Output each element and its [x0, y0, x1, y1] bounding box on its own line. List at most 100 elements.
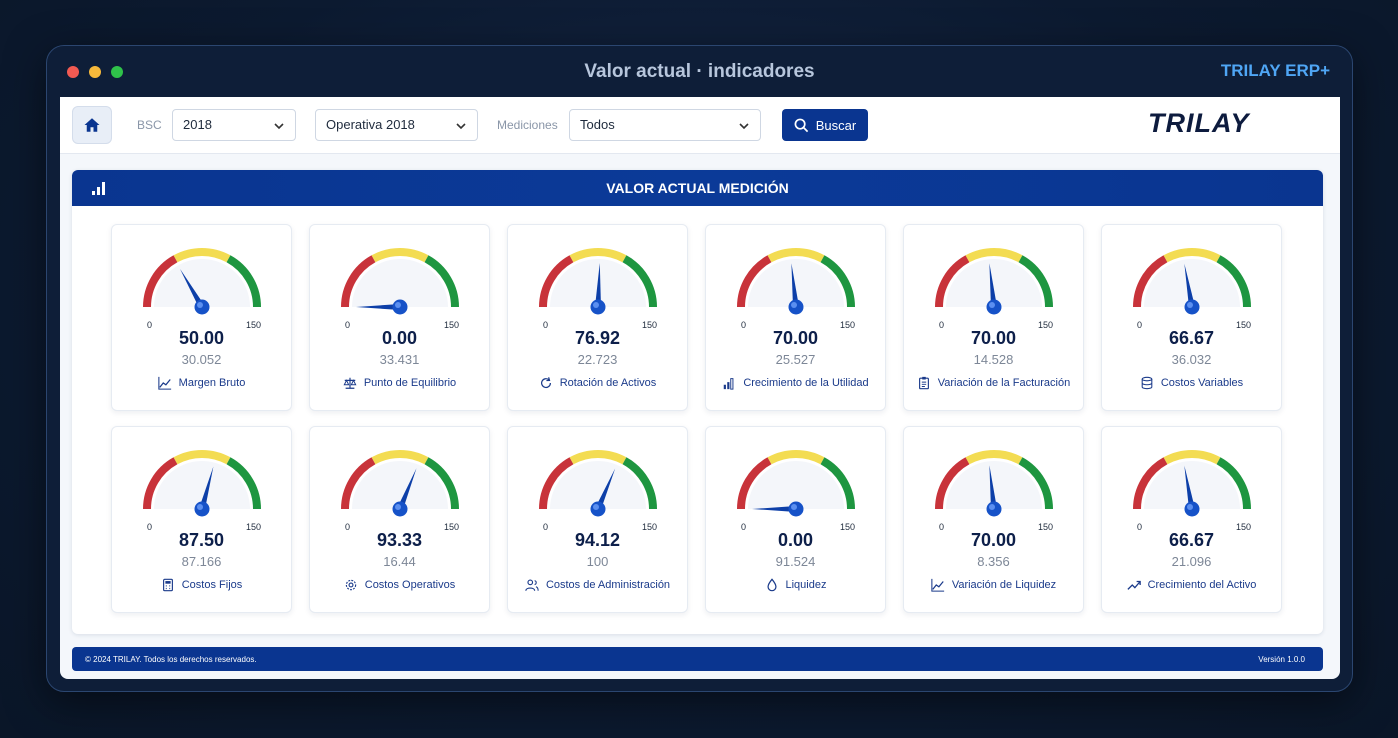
gauge-min-label: 0 [345, 522, 351, 532]
close-window-button[interactable] [67, 66, 79, 78]
gauge-label-text: Crecimiento del Activo [1147, 579, 1257, 591]
gauge-arc-green [1018, 457, 1053, 510]
gauge-needle [1184, 465, 1195, 510]
gauge-dial [143, 248, 261, 315]
company-logo: TRILAY [1148, 108, 1250, 138]
gauge-arc-red [1133, 255, 1168, 308]
gauge-card-costos-operativos[interactable]: 0 150 93.33 16.44 Costos Operativos [309, 426, 490, 613]
gauge-card-rotacion-de-activos[interactable]: 0 150 76.92 22.723 Rotación de Activos [507, 224, 688, 411]
plan-select[interactable]: Operativa 2018 [315, 109, 478, 141]
bsc-select[interactable]: 2018 [172, 109, 296, 141]
home-button[interactable] [72, 106, 112, 144]
gauge-card-costos-variables[interactable]: 0 150 66.67 36.032 Costos Variables [1101, 224, 1282, 411]
gauge-card-punto-de-equilibrio[interactable]: 0 150 0.00 33.431 Punto de Equilibrio [309, 224, 490, 411]
gauge-needle [199, 466, 214, 510]
gauge-arc-red [539, 457, 574, 510]
gauge-label: Costos Fijos [112, 578, 291, 592]
gauge-max-label: 150 [444, 320, 460, 330]
gauge-card-margen-bruto[interactable]: 0 150 50.00 30.052 Margen Bruto [111, 224, 292, 411]
gauge-arc-yellow [767, 450, 825, 465]
maximize-window-button[interactable] [111, 66, 123, 78]
window-title: Valor actual · indicadores [584, 61, 815, 82]
drop-icon [766, 578, 777, 592]
gauge-max-label: 150 [246, 320, 262, 330]
calculator-icon [162, 578, 173, 592]
gauge-dial [341, 450, 459, 517]
gauge-secondary-value: 22.723 [577, 352, 618, 367]
gauge-secondary-value: 91.524 [775, 554, 816, 569]
mediciones-select-value: Todos [580, 117, 615, 132]
mediciones-select[interactable]: Todos [569, 109, 761, 141]
gauge-arc-yellow [371, 248, 429, 263]
gauge-arc-green [820, 457, 855, 510]
gauge-needle [791, 263, 799, 308]
chart-line-icon [931, 578, 944, 592]
gauge-arc-yellow [965, 450, 1023, 465]
gauge-label: Liquidez [706, 578, 885, 592]
gauge-needle [397, 468, 417, 511]
gauge-arc-green [1018, 255, 1053, 308]
gauge-card-liquidez[interactable]: 0 150 0.00 91.524 Liquidez [705, 426, 886, 613]
gauge-arc-green [622, 255, 657, 308]
gauge-needle [180, 268, 205, 309]
gauge-min-label: 0 [147, 522, 153, 532]
gauge-dial [1133, 248, 1251, 315]
gauge-arc-green [1216, 255, 1251, 308]
gauge-min-label: 0 [939, 320, 945, 330]
panel-header: VALOR ACTUAL MEDICIÓN [72, 170, 1323, 206]
gauge-arc-green [424, 457, 459, 510]
gauge-value: 70.00 [970, 328, 1017, 348]
gauge-card-costos-de-administracion[interactable]: 0 150 94.12 100 Costos de Administración [507, 426, 688, 613]
gauge-needle [1184, 263, 1195, 308]
app-window: Valor actual · indicadores TRILAY ERP+ B… [46, 45, 1353, 692]
gauge-arc-yellow [371, 450, 429, 465]
gauge-min-label: 0 [741, 522, 747, 532]
gauge-max-label: 150 [642, 522, 658, 532]
title-bar: Valor actual · indicadores TRILAY ERP+ [47, 46, 1352, 96]
gauge-arc-green [622, 457, 657, 510]
gauge-secondary-value: 87.166 [181, 554, 222, 569]
bar-chart-icon [92, 182, 105, 195]
gauge-arc-yellow [1163, 248, 1221, 263]
gauge-label-text: Variación de la Facturación [937, 377, 1071, 389]
plan-select-value: Operativa 2018 [326, 117, 415, 132]
gauge-min-label: 0 [939, 522, 945, 532]
gauge-label: Crecimiento del Activo [1102, 578, 1281, 592]
minimize-window-button[interactable] [89, 66, 101, 78]
gauge-label: Margen Bruto [112, 376, 291, 390]
gauge-dial [341, 248, 459, 315]
gauge-arc-red [143, 457, 178, 510]
gauge-card-costos-fijos[interactable]: 0 150 87.50 87.166 Costos Fijos [111, 426, 292, 613]
scale-icon [343, 377, 357, 389]
gauge-card-variacion-de-liquidez[interactable]: 0 150 70.00 8.356 Variación de Liquidez [903, 426, 1084, 613]
filter-toolbar: BSC 2018 Operativa 2018 Mediciones Todos… [60, 97, 1340, 154]
gauge-arc-yellow [569, 248, 627, 263]
gauge-max-label: 150 [1236, 320, 1252, 330]
gauge-card-variacion-de-la-facturacion[interactable]: 0 150 70.00 14.528 Variación de la Factu… [903, 224, 1084, 411]
search-icon [794, 118, 808, 132]
gauge-arc-yellow [767, 248, 825, 263]
gauge-value: 66.67 [1168, 530, 1215, 550]
gauge-secondary-value: 30.052 [181, 352, 222, 367]
gauge-card-crecimiento-de-la-utilidad[interactable]: 0 150 70.00 25.527 Crecimiento de la Uti… [705, 224, 886, 411]
gauge-value: 0.00 [381, 328, 418, 348]
bars-icon [724, 378, 734, 390]
gauge-arc-green [226, 255, 261, 308]
gauge-secondary-value: 100 [586, 554, 609, 569]
gauge-value: 94.12 [574, 530, 621, 550]
search-button-label: Buscar [815, 117, 857, 133]
gauge-card-crecimiento-del-activo[interactable]: 0 150 66.67 21.096 Crecimiento del Activ… [1101, 426, 1282, 613]
gauge-arc-yellow [1163, 450, 1221, 465]
brand-name: TRILAY ERP+ [1220, 61, 1330, 80]
gauge-needle [595, 263, 601, 308]
gauge-label: Costos Variables [1102, 376, 1281, 390]
clipboard-icon [918, 376, 929, 390]
gauge-max-label: 150 [246, 522, 262, 532]
search-button[interactable]: Buscar [782, 109, 868, 141]
gauge-value: 0.00 [777, 530, 814, 550]
measurement-panel: VALOR ACTUAL MEDICIÓN 0 150 50.00 30.052… [72, 170, 1323, 634]
gauge-dial [1133, 450, 1251, 517]
gauge-max-label: 150 [1038, 522, 1054, 532]
mediciones-label: Mediciones [497, 118, 558, 132]
gauge-arc-red [341, 255, 376, 308]
